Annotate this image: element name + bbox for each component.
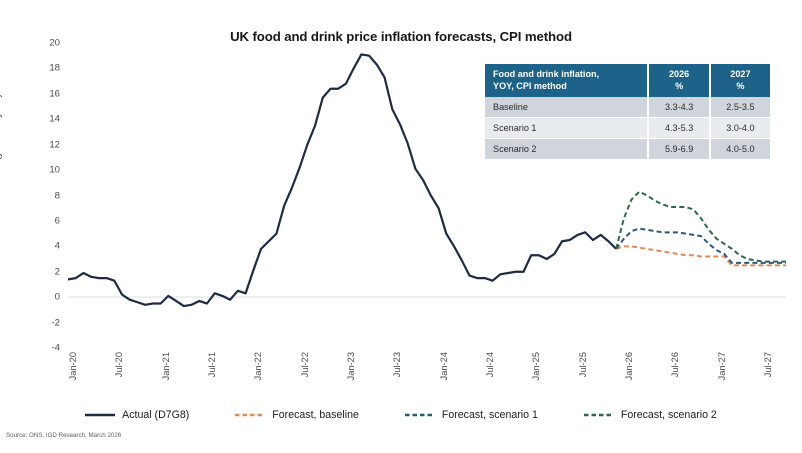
x-tick-label: Jul-22	[299, 352, 310, 378]
legend-swatch-baseline-icon	[235, 413, 266, 417]
chart-canvas	[68, 53, 786, 308]
series-line-scenario2	[615, 190, 786, 263]
table-header-2027: 2027 %	[709, 64, 770, 98]
legend-label: Actual (D7G8)	[122, 409, 190, 421]
table-cell-y2027: 4.0-5.0	[709, 138, 770, 160]
y-axis-label: Inflation (year-on-year)	[0, 93, 3, 201]
y-tick-label: 20	[49, 37, 60, 49]
series-line-scenario1	[615, 227, 786, 264]
table-header-metric-line1: Food and drink inflation,	[493, 69, 600, 79]
legend-label: Forecast, baseline	[272, 409, 359, 421]
x-axis-tick-labels: Jan-20 Jul-20 Jan-21 Jul-21 Jan-22 Jul-22 Jan-…	[68, 350, 786, 402]
chart-legend: Actual (D7G8) Forecast, baseline Forecast,…	[0, 409, 802, 421]
legend-swatch-actual-icon	[85, 413, 116, 417]
y-tick-label: -2	[51, 317, 60, 329]
table-cell-y2027: 3.0-4.0	[709, 117, 770, 140]
forecast-summary-table: Food and drink inflation, YOY, CPI metho…	[485, 64, 770, 160]
series-line-baseline	[615, 245, 786, 267]
table-header-2026: 2026 %	[648, 64, 711, 98]
table-header-metric: Food and drink inflation, YOY, CPI metho…	[485, 64, 650, 98]
table-cell-y2026: 4.3-5.3	[648, 117, 711, 140]
legend-swatch-scenario1-icon	[404, 413, 435, 417]
table-row: Baseline 3.3-4.3 2.5-3.5	[485, 97, 770, 119]
x-tick-label: Jan-26	[623, 352, 634, 381]
x-tick-label: Jan-25	[531, 352, 542, 381]
y-tick-label: 10	[49, 164, 60, 176]
table-cell-y2026: 3.3-4.3	[648, 97, 711, 119]
table-cell-y2026: 5.9-6.9	[648, 138, 711, 160]
x-tick-label: Jul-24	[484, 352, 495, 378]
y-tick-label: -4	[51, 342, 60, 354]
x-tick-label: Jul-25	[577, 352, 588, 378]
legend-item-actual[interactable]: Actual (D7G8)	[85, 409, 189, 421]
plot-area	[68, 43, 786, 348]
table-header-row: Food and drink inflation, YOY, CPI metho…	[485, 64, 770, 98]
y-axis-tick-labels: 20 18 16 14 12 10 8 6 4 2 0 -2 -4	[8, 38, 60, 354]
table-header-2027-year: 2027	[730, 69, 751, 79]
x-tick-label: Jul-21	[206, 352, 217, 378]
chart-title: UK food and drink price inflation foreca…	[230, 29, 572, 44]
y-tick-label: 6	[54, 215, 60, 227]
table-cell-y2027: 2.5-3.5	[709, 97, 770, 119]
legend-label: Forecast, scenario 1	[441, 409, 538, 421]
legend-swatch-scenario2-icon	[583, 413, 614, 417]
x-tick-label: Jul-23	[392, 352, 403, 378]
table-cell-label: Scenario 1	[485, 117, 650, 140]
x-tick-label: Jul-20	[114, 352, 125, 378]
y-tick-label: 0	[54, 291, 60, 303]
y-tick-label: 4	[54, 240, 60, 252]
table-header-2026-unit: %	[675, 80, 684, 91]
x-tick-label: Jan-20	[68, 352, 78, 381]
x-tick-label: Jul-27	[762, 352, 773, 378]
table-cell-label: Baseline	[485, 97, 650, 119]
legend-label: Forecast, scenario 2	[620, 409, 717, 421]
x-tick-label: Jan-27	[716, 352, 727, 381]
y-tick-label: 8	[54, 190, 60, 201]
x-tick-label: Jan-22	[253, 352, 264, 381]
table-body: Baseline 3.3-4.3 2.5-3.5 Scenario 1 4.3-5.3 3…	[485, 97, 770, 160]
legend-item-scenario2[interactable]: Forecast, scenario 2	[583, 409, 717, 421]
y-tick-label: 16	[49, 88, 60, 100]
legend-item-scenario1[interactable]: Forecast, scenario 1	[404, 409, 538, 421]
x-tick-label: Jan-24	[438, 352, 449, 381]
table-row: Scenario 2 5.9-6.9 4.0-5.0	[485, 138, 770, 160]
table-cell-label: Scenario 2	[485, 138, 650, 160]
x-tick-label: Jan-21	[160, 352, 171, 381]
legend-item-baseline[interactable]: Forecast, baseline	[235, 409, 359, 421]
y-tick-label: 2	[54, 266, 60, 278]
x-tick-label: Jan-23	[345, 352, 356, 381]
table-row: Scenario 1 4.3-5.3 3.0-4.0	[485, 117, 770, 140]
table-header-2027-unit: %	[736, 80, 745, 91]
y-tick-label: 14	[49, 113, 60, 125]
y-tick-label: 12	[49, 139, 60, 151]
y-tick-label: 18	[49, 62, 60, 74]
table-header: Food and drink inflation, YOY, CPI metho…	[485, 64, 770, 98]
source-note: Source: ONS, IGD Research, March 2026	[6, 432, 122, 439]
series-line-actual	[68, 53, 617, 308]
table-header-metric-line2: YOY, CPI method	[493, 80, 567, 91]
x-tick-label: Jul-26	[670, 352, 681, 378]
table-header-2026-year: 2026	[668, 69, 690, 79]
